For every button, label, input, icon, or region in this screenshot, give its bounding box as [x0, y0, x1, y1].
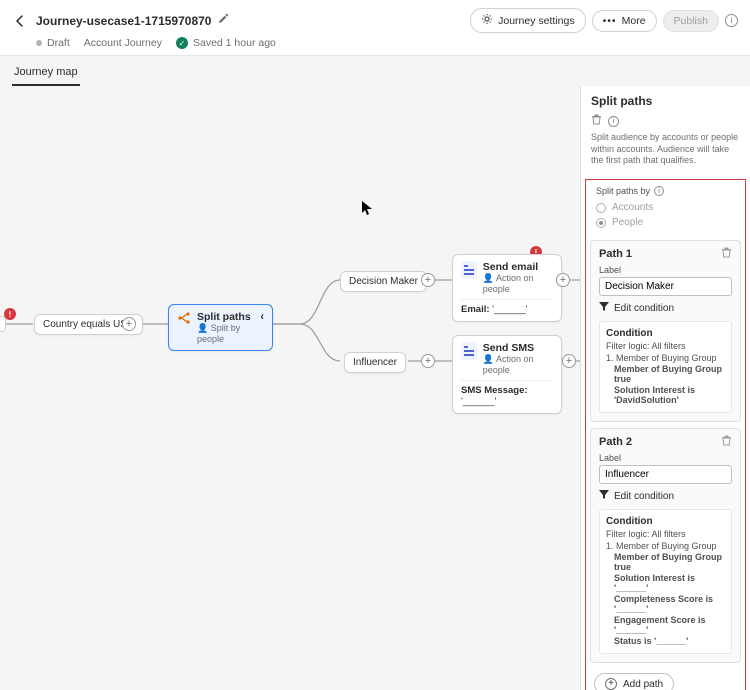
delete-icon[interactable]: [591, 114, 602, 128]
node-split-paths[interactable]: Split paths 👤 Split by people ‹: [168, 304, 273, 351]
action-icon: [461, 261, 477, 279]
split-icon: [177, 311, 191, 344]
dots-icon: •••: [603, 15, 617, 27]
node-send-sms[interactable]: Send SMS 👤 Action on people SMS Message:…: [452, 335, 562, 414]
cursor-icon: [362, 201, 372, 218]
path1-label-input[interactable]: [599, 277, 732, 296]
label-caption: Label: [599, 453, 732, 463]
label-caption: Label: [599, 265, 732, 275]
entry-stub: [0, 316, 6, 332]
radio-people: People: [596, 217, 735, 228]
page-title: Journey-usecase1-1715970870: [36, 14, 211, 28]
help-icon[interactable]: i: [725, 14, 738, 27]
path-card-1: Path 1 Label Edit condition Condition Fi…: [590, 240, 741, 422]
back-button[interactable]: [12, 13, 28, 29]
more-button[interactable]: ••• More: [592, 10, 657, 32]
delete-path-icon[interactable]: [721, 435, 732, 449]
side-panel: Split paths i Split audience by accounts…: [580, 86, 750, 690]
workspace: ! Country equals USA �ять: [0, 86, 750, 690]
add-path-button[interactable]: + Add path: [594, 673, 674, 690]
gear-icon: [481, 13, 493, 28]
action-icon: [461, 342, 477, 360]
tabs: Journey map: [0, 56, 750, 86]
status-dot-icon: [36, 40, 42, 46]
edit-condition-link[interactable]: Edit condition: [599, 302, 732, 315]
panel-title: Split paths: [591, 94, 740, 108]
header: Journey-usecase1-1715970870 Journey sett…: [0, 0, 750, 56]
canvas[interactable]: ! Country equals USA �ять: [0, 86, 580, 690]
node-send-email[interactable]: Send email 👤 Action on people Email: '__…: [452, 254, 562, 322]
add-node-port[interactable]: [556, 273, 570, 287]
chevron-left-icon: ‹: [260, 311, 264, 344]
path2-heading: Path 2: [599, 436, 632, 448]
add-node-port[interactable]: [562, 354, 576, 368]
info-icon[interactable]: i: [654, 186, 664, 196]
filter-icon: [599, 490, 609, 503]
tab-journey-map[interactable]: Journey map: [12, 60, 80, 86]
plus-icon: +: [605, 678, 617, 690]
path1-heading: Path 1: [599, 248, 632, 260]
saved-check-icon: ✓: [176, 37, 188, 49]
filter-icon: [599, 302, 609, 315]
add-node-port[interactable]: [421, 273, 435, 287]
edit-condition-link[interactable]: Edit condition: [599, 490, 732, 503]
splitby-label: Split paths by: [596, 186, 650, 196]
edit-title-icon[interactable]: [217, 13, 229, 28]
path-chip-decision-maker[interactable]: Decision Maker: [340, 271, 427, 292]
delete-path-icon[interactable]: [721, 247, 732, 261]
journey-settings-button[interactable]: Journey settings: [470, 8, 585, 33]
saved-text: Saved 1 hour ago: [193, 37, 276, 49]
info-icon[interactable]: i: [608, 116, 619, 127]
journey-type: Account Journey: [84, 37, 162, 49]
publish-button: Publish: [663, 10, 719, 32]
path-card-2: Path 2 Label Edit condition Condition Fi…: [590, 428, 741, 663]
panel-desc: Split audience by accounts or people wit…: [591, 132, 740, 167]
radio-accounts: Accounts: [596, 202, 735, 213]
split-config-frame: Split paths by i Accounts People Path 1 …: [585, 179, 746, 690]
add-node-port[interactable]: [421, 354, 435, 368]
condition-box: Condition Filter logic: All filters 1. M…: [599, 321, 732, 413]
status-draft: Draft: [47, 37, 70, 49]
path-chip-influencer[interactable]: Influencer: [344, 352, 406, 373]
add-node-port[interactable]: [122, 317, 136, 331]
path2-label-input[interactable]: [599, 465, 732, 484]
condition-box: Condition Filter logic: All filters 1. M…: [599, 509, 732, 654]
